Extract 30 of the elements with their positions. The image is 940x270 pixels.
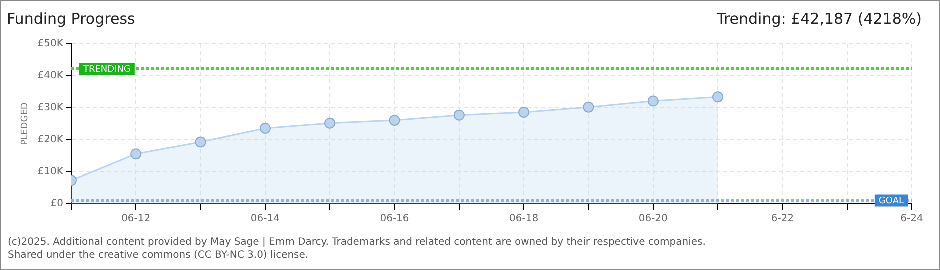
point [195, 136, 206, 148]
x-tick-label: 06-16 [380, 214, 410, 225]
y-tick-label: £10K [38, 166, 64, 178]
point [712, 92, 724, 103]
point [518, 106, 530, 118]
y-tick-label: £20K [38, 134, 64, 146]
ref-line-label: TRENDING [82, 64, 131, 75]
y-tick-label: £50K [38, 38, 64, 50]
x-tick-label: 06-20 [638, 214, 668, 225]
x-tick-label: 06-12 [122, 214, 151, 225]
x-tick-label: 06-18 [510, 214, 539, 225]
point [648, 96, 659, 107]
point [389, 114, 400, 126]
text: (c)2025. Additional content provided by May Sage | Emm Darcy. Trademarks and related content are owned by their respective companies. [8, 236, 706, 249]
y-tick-label: £0 [50, 198, 64, 210]
point [260, 122, 271, 134]
y-tick-label: £40K [38, 70, 64, 82]
text: Shared under the creative commons (CC BY-NC 3.0) license. [8, 249, 310, 262]
y-tick-label: £30K [38, 102, 64, 114]
x-tick-label: 6-22 [771, 214, 794, 225]
point [324, 118, 336, 129]
x-tick-label: 6-24 [900, 214, 924, 225]
x-tick-label: 06-14 [250, 214, 280, 225]
y-axis-title: PLEDGED [20, 102, 31, 146]
chart-subtitle: Trending: £42,187 (4218%) [717, 10, 922, 28]
point [583, 102, 594, 113]
ref-line-label: GOAL [878, 196, 904, 207]
chart-title: Funding Progress [7, 10, 136, 28]
point [454, 110, 465, 121]
point [130, 148, 142, 160]
